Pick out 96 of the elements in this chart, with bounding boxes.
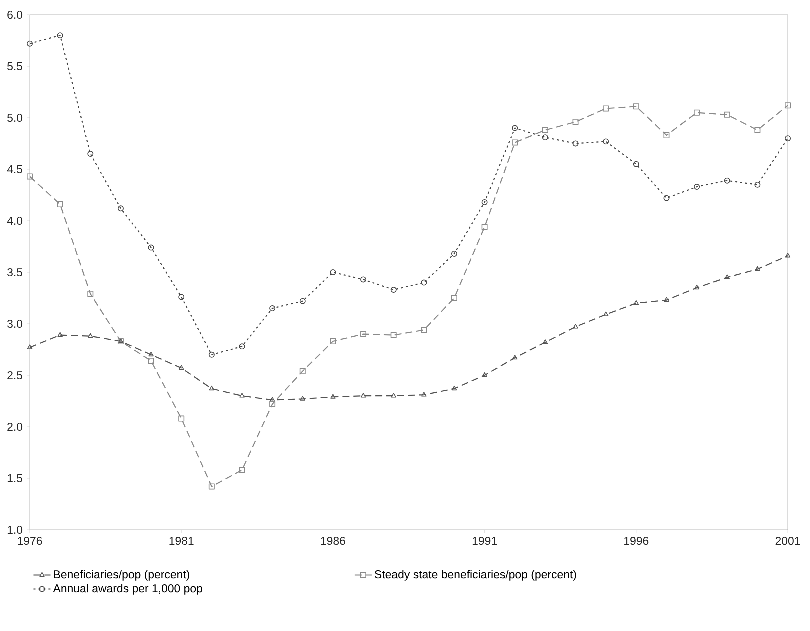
y-tick-label: 4.0 [7,216,23,226]
point [482,224,488,230]
point [421,280,428,286]
point [724,274,730,280]
point [512,140,518,146]
point [300,298,306,304]
legend-label: Steady state beneficiaries/pop (percent) [375,570,576,581]
point [633,161,640,168]
legend-label: Beneficiaries/pop (percent) [54,570,190,581]
point [240,393,245,398]
point [118,206,124,212]
x-tick-label: 2001 [776,537,800,546]
x-tick-label: 1996 [624,537,649,546]
point [57,32,64,39]
point [664,132,670,138]
point [754,182,761,188]
point [390,332,397,338]
point [542,134,548,141]
point [178,294,185,300]
point [148,244,154,251]
point [88,291,94,298]
point [512,355,518,360]
point [27,40,33,47]
point [755,266,760,272]
y-tick-label: 1.5 [8,474,23,482]
legend-label: Annual awards per 1,000 pop [53,584,202,595]
point [451,250,458,257]
y-tick-label: 2.5 [8,371,23,380]
point [239,344,246,350]
point [58,332,63,338]
point [360,276,367,283]
point [27,344,33,350]
point [664,195,670,202]
point [422,392,427,397]
point [270,401,276,408]
point [148,358,154,364]
point [300,396,306,401]
point [633,104,640,110]
point [178,365,184,370]
point [694,110,700,116]
point [785,253,791,258]
point [270,306,276,312]
point [330,394,336,399]
point [724,112,730,118]
y-tick-label: 5.0 [8,114,23,122]
point [360,331,367,338]
point [178,416,185,422]
point [724,178,730,184]
y-tick-label: 6.0 [8,10,23,20]
x-tick-label: 1991 [472,537,497,546]
x-tick-label: 1981 [170,537,194,546]
point [482,199,488,206]
point [603,106,610,112]
point [694,284,700,290]
point [330,270,336,276]
point [88,151,94,158]
point [785,102,791,109]
point [300,368,306,374]
point [572,119,579,126]
point [664,297,670,302]
point [482,372,488,378]
point [57,202,64,208]
point [360,393,366,398]
point [209,386,215,391]
point [239,467,246,474]
point [573,324,578,329]
point [512,125,518,132]
point [391,393,396,398]
point [451,295,458,302]
point [330,338,336,344]
x-tick-label: 1986 [321,537,346,546]
point [270,397,276,402]
y-tick-label: 5.5 [8,62,23,70]
y-tick-label: 1.0 [8,526,23,534]
point [572,140,579,147]
point [148,352,154,357]
point [88,333,94,338]
point [603,312,609,316]
point [542,127,548,134]
point [694,184,700,190]
point [390,287,397,293]
point [27,174,33,180]
y-tick-label: 3.0 [8,320,23,328]
point [754,127,761,134]
y-tick-label: 4.5 [7,166,23,174]
y-tick-label: 2.0 [8,422,23,432]
point [208,352,215,358]
point [542,340,548,344]
point [603,138,610,145]
point [452,386,458,391]
point [785,136,791,142]
x-tick-label: 1976 [18,537,42,546]
point [421,327,428,334]
point [634,300,640,306]
y-tick-label: 3.5 [8,268,23,277]
point [208,484,215,490]
